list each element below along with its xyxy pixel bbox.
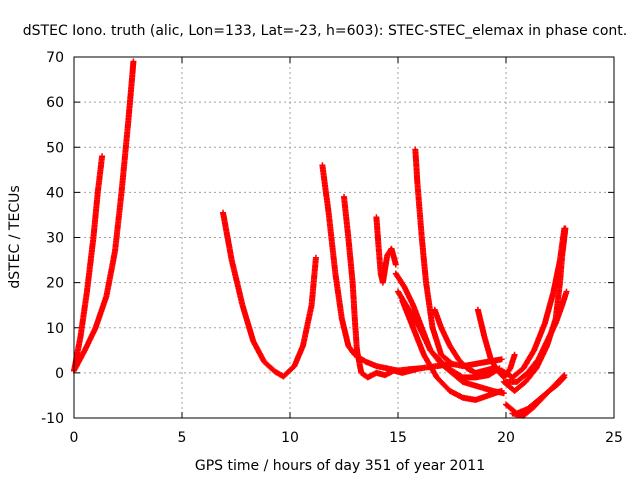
data-series-6 — [373, 214, 399, 286]
data-marks — [71, 58, 570, 419]
y-tick-label: 10 — [46, 321, 64, 337]
data-series-11 — [431, 306, 496, 376]
y-tick-label: 20 — [46, 276, 64, 292]
x-tick-label: 10 — [281, 430, 299, 446]
data-point-markers — [220, 209, 319, 380]
data-point-markers — [431, 306, 496, 376]
data-series-7 — [412, 146, 505, 370]
y-axis-label: dSTEC / TECUs — [7, 185, 23, 288]
x-tick-label: 20 — [497, 430, 515, 446]
y-tick-label: 40 — [46, 185, 64, 201]
y-tick-label: -10 — [41, 411, 64, 427]
data-point-markers — [503, 288, 570, 385]
plot-frame — [73, 56, 615, 419]
data-series-5 — [341, 193, 423, 381]
y-tick-label: 60 — [46, 95, 64, 111]
x-tick-label: 15 — [389, 430, 407, 446]
data-point-markers — [509, 372, 568, 419]
y-tick-label: 0 — [55, 366, 64, 382]
data-point-markers — [399, 297, 505, 403]
x-tick-label: 0 — [70, 430, 79, 446]
data-series-15 — [503, 288, 570, 385]
data-point-markers — [341, 193, 423, 381]
chart-title: dSTEC Iono. truth (alic, Lon=133, Lat=-2… — [23, 23, 627, 39]
data-point-markers — [412, 146, 505, 370]
data-series-3 — [220, 209, 319, 380]
x-tick-label: 5 — [178, 430, 187, 446]
y-tick-label: 50 — [46, 140, 64, 156]
y-tick-label: 30 — [46, 231, 64, 247]
x-axis-label: GPS time / hours of day 351 of year 2011 — [195, 458, 485, 474]
data-series-10 — [399, 297, 505, 403]
tick-labels: 0 5 10 15 20 25 -10 0 10 20 30 40 50 60 70 — [41, 50, 623, 446]
data-series-17 — [509, 372, 568, 419]
x-tick-label: 25 — [605, 430, 623, 446]
data-point-markers — [373, 214, 399, 286]
y-tick-label: 70 — [46, 50, 64, 66]
